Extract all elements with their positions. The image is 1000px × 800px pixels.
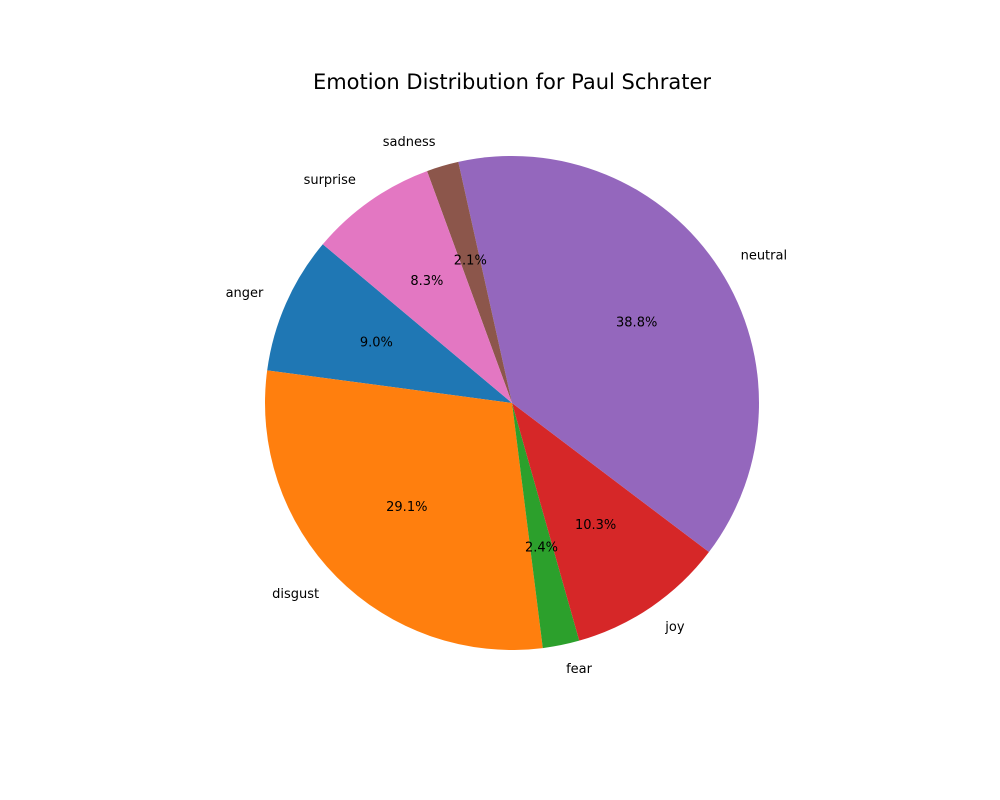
pie-percent-label-fear: 2.4% <box>525 541 558 556</box>
pie-slice-disgust <box>265 370 543 650</box>
pie-percent-label-neutral: 38.8% <box>616 315 657 330</box>
pie-category-label-anger: anger <box>226 286 264 301</box>
pie-percent-label-joy: 10.3% <box>575 518 616 533</box>
pie-percent-label-anger: 9.0% <box>360 336 393 351</box>
pie-slice-joy <box>512 403 709 641</box>
labels-layer: 9.0% anger 29.1% disgust 2.4% fear 10.3% joy 38.… <box>226 135 787 677</box>
pie-percent-label-disgust: 29.1% <box>386 500 427 515</box>
pie-slice-fear <box>512 403 580 649</box>
pie-category-label-joy: joy <box>664 620 685 635</box>
pie-slice-sadness <box>427 161 512 403</box>
pie-category-label-disgust: disgust <box>272 587 319 602</box>
pie-category-label-surprise: surprise <box>304 173 356 188</box>
pie-category-label-neutral: neutral <box>741 249 788 264</box>
pie-percent-label-surprise: 8.3% <box>410 274 443 289</box>
pie-slice-surprise <box>322 171 512 403</box>
pie-percent-label-sadness: 2.1% <box>454 253 487 268</box>
pie-category-label-sadness: sadness <box>383 135 436 150</box>
pie-category-label-fear: fear <box>566 662 593 677</box>
chart-title: Emotion Distribution for Paul Schrater <box>313 70 711 94</box>
slices-layer <box>265 156 759 650</box>
pie-slice-anger <box>267 244 512 403</box>
pie-slice-neutral <box>458 156 759 553</box>
